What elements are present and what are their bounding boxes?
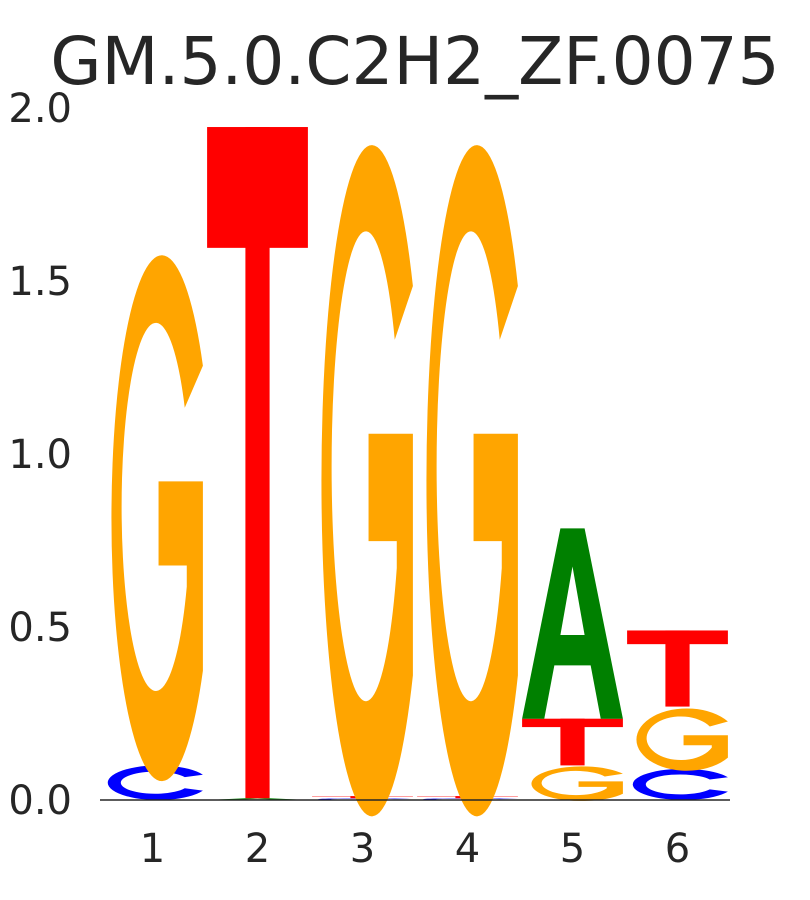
x-tick-label: 2 <box>245 826 270 872</box>
logo-letter-g <box>426 145 518 817</box>
x-tick-label: 6 <box>665 826 690 872</box>
logo-letter-a <box>522 528 623 719</box>
logo-letter-t <box>522 718 623 766</box>
y-tick-label: 2.0 <box>8 86 72 132</box>
logo-letter-c <box>107 765 203 800</box>
logo-letter-t <box>207 127 308 799</box>
logo-letter-g <box>111 255 203 782</box>
logo-letter-t <box>627 630 728 707</box>
x-tick-label: 1 <box>140 826 165 872</box>
x-tick-label: 5 <box>560 826 585 872</box>
logo-letter-g <box>636 708 728 771</box>
y-tick-label: 1.5 <box>8 259 72 305</box>
x-axis: 1 2 3 4 5 6 <box>140 826 690 872</box>
chart-title: GM.5.0.C2H2_ZF.0075 <box>50 23 779 100</box>
x-tick-label: 3 <box>350 826 375 872</box>
y-tick-label: 0.0 <box>8 778 72 824</box>
logo-letter-g <box>321 145 413 817</box>
y-tick-label: 1.0 <box>8 432 72 478</box>
logo-letters <box>107 127 728 817</box>
y-axis: 0.0 0.5 1.0 1.5 2.0 <box>8 86 72 824</box>
logo-letter-c <box>632 768 728 800</box>
y-tick-label: 0.5 <box>8 605 72 651</box>
x-tick-label: 4 <box>455 826 480 872</box>
logo-letter-g <box>531 766 623 802</box>
